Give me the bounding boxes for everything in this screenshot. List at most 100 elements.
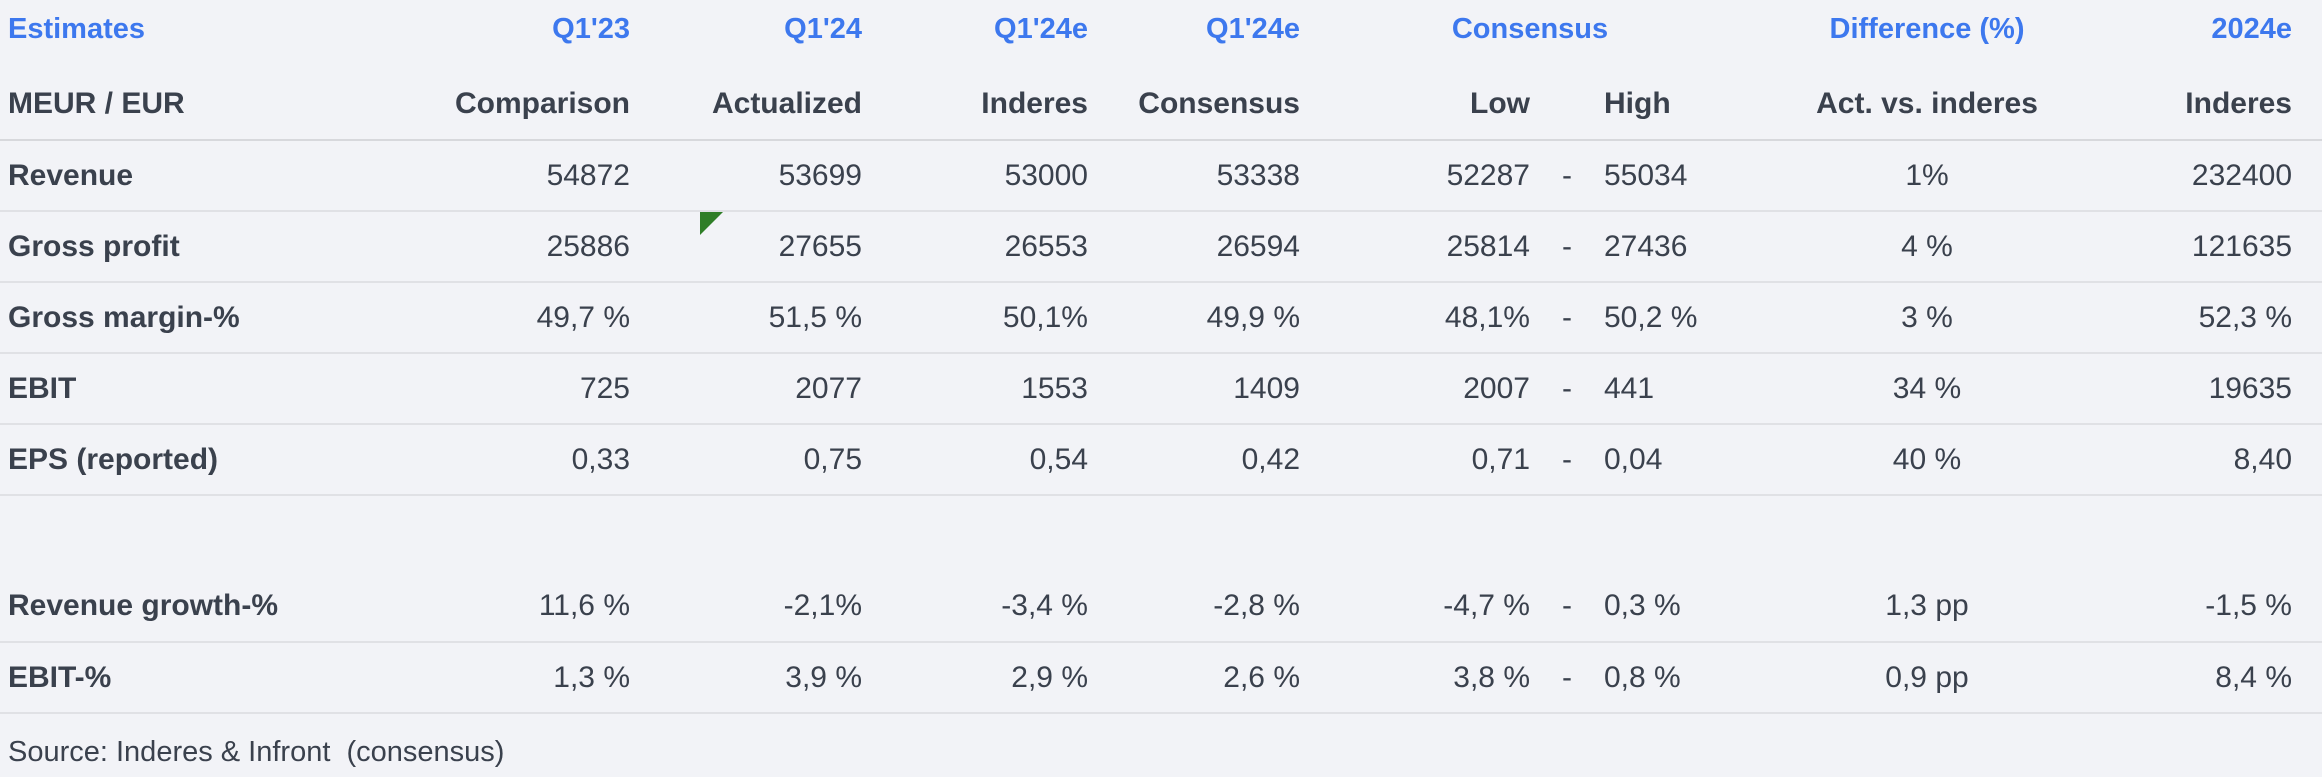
cell-comparison: 725 bbox=[440, 352, 630, 424]
header-act-vs-inderes: Act. vs. inderes bbox=[1816, 86, 2038, 120]
range-separator: - bbox=[1530, 139, 1604, 211]
cell-2024e: -1,5 % bbox=[2205, 589, 2292, 622]
cell-comparison: 0,33 bbox=[440, 423, 630, 495]
row-label: Gross profit bbox=[0, 210, 440, 282]
cell-comparison: 1,3 % bbox=[440, 641, 630, 713]
cell-actualized: 3,9 % bbox=[630, 641, 862, 713]
cell-consensus-high: 27436 bbox=[1604, 210, 1760, 282]
bottom-white-strip bbox=[0, 777, 2322, 784]
cell-consensus: -2,8 % bbox=[1213, 589, 1300, 622]
table-row-revenue: Revenue 54872 53699 53000 53338 52287 - … bbox=[0, 139, 2322, 211]
cell-consensus-high: 50,2 % bbox=[1604, 281, 1760, 353]
cell-difference: 34 % bbox=[1760, 352, 2094, 424]
spacer-row bbox=[0, 494, 2322, 571]
table-row-gross-margin: Gross margin-% 49,7 % 51,5 % 50,1% 49,9 … bbox=[0, 281, 2322, 353]
cell-consensus: 1409 bbox=[1088, 352, 1300, 424]
cell-consensus: 26594 bbox=[1088, 210, 1300, 282]
header-inderes: Inderes bbox=[981, 86, 1088, 120]
cell-comparison: 54872 bbox=[440, 139, 630, 211]
cell-consensus-high: 0,3 % bbox=[1604, 589, 1681, 622]
cell-consensus-low: 2007 bbox=[1300, 352, 1530, 424]
table-row-ebit: EBIT 725 2077 1553 1409 2007 - 441 34 % … bbox=[0, 352, 2322, 424]
cell-difference: 3 % bbox=[1760, 281, 2094, 353]
cell-comparison: 25886 bbox=[440, 210, 630, 282]
header-q1-24e-consensus: Q1'24e bbox=[1206, 12, 1300, 45]
cell-difference: 40 % bbox=[1760, 423, 2094, 495]
header-q1-24e-inderes: Q1'24e bbox=[994, 12, 1088, 45]
source-row: Source: Inderes & Infront (consensus) bbox=[0, 712, 2322, 777]
cell-consensus-low: 52287 bbox=[1300, 139, 1530, 211]
cell-consensus-low: 0,71 bbox=[1300, 423, 1530, 495]
header-q1-24: Q1'24 bbox=[784, 12, 862, 45]
cell-consensus-high: 55034 bbox=[1604, 139, 1760, 211]
cell-difference: 0,9 pp bbox=[1760, 641, 2094, 713]
table-row-gross-profit: Gross profit 25886 27655 26553 26594 258… bbox=[0, 210, 2322, 282]
cell-difference: 4 % bbox=[1760, 210, 2094, 282]
row-label: Revenue bbox=[0, 139, 440, 211]
header-high: High bbox=[1604, 86, 1671, 120]
range-separator: - bbox=[1562, 589, 1572, 622]
cell-consensus-high: 0,8 % bbox=[1604, 641, 1760, 713]
cell-2024e: 121635 bbox=[2094, 210, 2322, 282]
header-low: Low bbox=[1470, 86, 1530, 120]
cell-actualized: 51,5 % bbox=[630, 281, 862, 353]
source-text: Source: Inderes & Infront (consensus) bbox=[0, 712, 2322, 777]
header-consensus: Consensus bbox=[1138, 86, 1300, 120]
cell-difference: 1% bbox=[1760, 139, 2094, 211]
cell-consensus: 53338 bbox=[1088, 139, 1300, 211]
row-label: Gross margin-% bbox=[0, 281, 440, 353]
table-row-revenue-growth: Revenue growth-% 11,6 % -2,1% -3,4 % -2,… bbox=[0, 571, 2322, 642]
cell-consensus: 0,42 bbox=[1088, 423, 1300, 495]
row-label: EPS (reported) bbox=[0, 423, 440, 495]
header-row-periods: Estimates Q1'23 Q1'24 Q1'24e Q1'24e Cons… bbox=[0, 0, 2322, 58]
spacer-cell bbox=[0, 494, 2322, 571]
cell-inderes: 2,9 % bbox=[862, 641, 1088, 713]
cell-actualized: 53699 bbox=[630, 139, 862, 211]
cell-inderes: 53000 bbox=[862, 139, 1088, 211]
range-separator: - bbox=[1530, 210, 1604, 282]
cell-consensus: 49,9 % bbox=[1088, 281, 1300, 353]
header-comparison: Comparison bbox=[454, 86, 630, 120]
cell-actualized: 27655 bbox=[630, 210, 862, 282]
header-2024e: 2024e bbox=[2211, 12, 2292, 45]
cell-difference: 1,3 pp bbox=[1885, 589, 1969, 622]
header-consensus-group: Consensus bbox=[1451, 12, 1609, 45]
cell-consensus-low: 48,1% bbox=[1300, 281, 1530, 353]
header-inderes-fy: Inderes bbox=[2185, 86, 2292, 120]
cell-2024e: 19635 bbox=[2094, 352, 2322, 424]
cell-inderes: -3,4 % bbox=[1001, 589, 1088, 622]
cell-2024e: 8,40 bbox=[2094, 423, 2322, 495]
cell-comparison: 49,7 % bbox=[440, 281, 630, 353]
cell-consensus-high: 441 bbox=[1604, 352, 1760, 424]
header-unit: MEUR / EUR bbox=[8, 86, 185, 120]
cell-inderes: 1553 bbox=[862, 352, 1088, 424]
cell-consensus-low: -4,7 % bbox=[1443, 589, 1530, 622]
cell-consensus: 2,6 % bbox=[1088, 641, 1300, 713]
range-separator: - bbox=[1530, 423, 1604, 495]
header-range-separator bbox=[1530, 58, 1604, 140]
header-estimates: Estimates bbox=[8, 12, 146, 45]
cell-consensus-low: 3,8 % bbox=[1300, 641, 1530, 713]
cell-inderes: 0,54 bbox=[862, 423, 1088, 495]
header-q1-23: Q1'23 bbox=[552, 12, 630, 45]
cell-2024e: 232400 bbox=[2094, 139, 2322, 211]
row-label: EBIT-% bbox=[0, 641, 440, 713]
cell-inderes: 26553 bbox=[862, 210, 1088, 282]
cell-comparison: 11,6 % bbox=[538, 589, 630, 622]
cell-actualized: -2,1% bbox=[783, 589, 862, 622]
cell-consensus-low: 25814 bbox=[1300, 210, 1530, 282]
table-row-eps: EPS (reported) 0,33 0,75 0,54 0,42 0,71 … bbox=[0, 423, 2322, 495]
cell-consensus-high: 0,04 bbox=[1604, 423, 1760, 495]
cell-2024e: 8,4 % bbox=[2094, 641, 2322, 713]
header-actualized: Actualized bbox=[711, 86, 862, 120]
range-separator: - bbox=[1530, 281, 1604, 353]
cell-actualized: 2077 bbox=[630, 352, 862, 424]
header-row-sublabels: MEUR / EUR Comparison Actualized Inderes… bbox=[0, 58, 2322, 140]
header-difference: Difference (%) bbox=[1829, 12, 2025, 45]
row-label: Revenue growth-% bbox=[8, 589, 279, 622]
cell-inderes: 50,1% bbox=[862, 281, 1088, 353]
cell-2024e: 52,3 % bbox=[2094, 281, 2322, 353]
